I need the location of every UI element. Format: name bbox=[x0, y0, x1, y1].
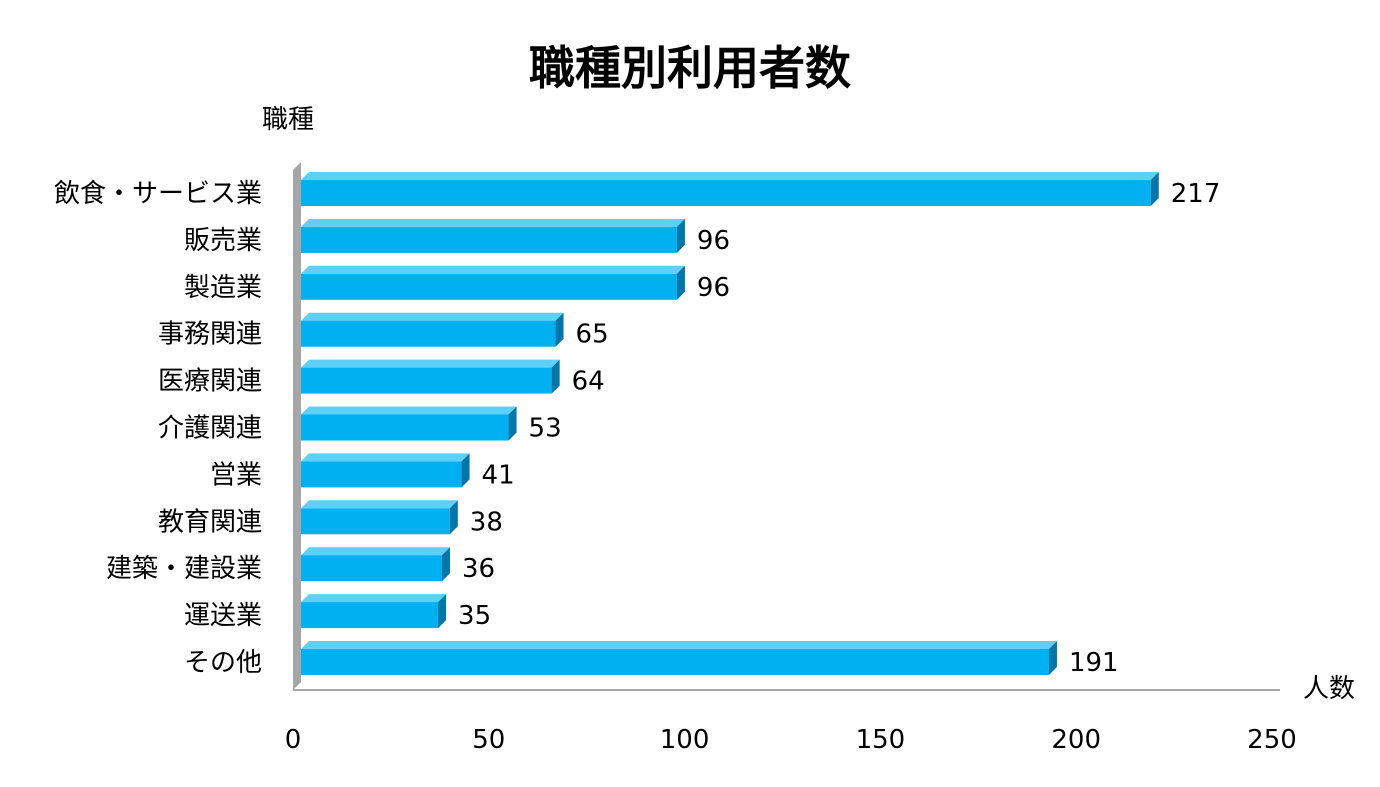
x-tick-label: 200 bbox=[1051, 725, 1101, 755]
x-tick-label: 100 bbox=[660, 725, 710, 755]
bar-front-face bbox=[301, 320, 556, 347]
category-label: 事務関連 bbox=[158, 320, 262, 350]
category-label: 営業 bbox=[210, 460, 262, 490]
data-label: 96 bbox=[697, 226, 730, 256]
bar-top-face bbox=[301, 218, 685, 227]
bar-end-face bbox=[555, 312, 564, 347]
bars-group bbox=[301, 172, 1159, 675]
bar-end-face bbox=[676, 218, 685, 253]
bar-2 bbox=[301, 218, 685, 253]
category-label: 建築・建設業 bbox=[106, 554, 262, 584]
category-label: 飲食・サービス業 bbox=[54, 179, 262, 209]
data-label: 53 bbox=[529, 414, 562, 444]
bar-end-face bbox=[449, 500, 458, 535]
bar-11 bbox=[301, 641, 1057, 675]
bar-6 bbox=[301, 406, 517, 441]
bar-end-face bbox=[461, 453, 470, 488]
bar-end-face bbox=[551, 359, 560, 394]
category-label: 販売業 bbox=[184, 226, 262, 256]
bar-end-face bbox=[438, 594, 447, 629]
category-label: その他 bbox=[184, 648, 262, 678]
bar-front-face bbox=[301, 555, 442, 582]
bar-top-face bbox=[301, 594, 447, 603]
data-label: 217 bbox=[1171, 179, 1221, 209]
bar-front-face bbox=[301, 367, 552, 394]
x-tick-label: 50 bbox=[472, 725, 505, 755]
data-label: 35 bbox=[458, 601, 491, 631]
bar-front-face bbox=[301, 273, 677, 300]
data-label: 36 bbox=[462, 554, 495, 584]
x-axis-title: 人数 bbox=[1303, 674, 1355, 704]
bar-9 bbox=[301, 547, 450, 582]
category-labels: 飲食・サービス業販売業製造業事務関連医療関連介護関連営業教育関連建築・建設業運送… bbox=[54, 179, 262, 678]
data-label: 38 bbox=[470, 507, 503, 537]
bar-top-face bbox=[301, 265, 685, 274]
bar-end-face bbox=[1048, 641, 1057, 675]
bar-front-face bbox=[301, 180, 1151, 206]
bar-front-face bbox=[301, 649, 1049, 675]
x-tick-label: 150 bbox=[856, 725, 906, 755]
bar-3 bbox=[301, 265, 685, 300]
bar-front-face bbox=[301, 508, 450, 535]
category-label: 介護関連 bbox=[158, 414, 262, 444]
y-axis-wall bbox=[293, 162, 301, 690]
x-tick-label: 250 bbox=[1247, 725, 1297, 755]
bar-front-face bbox=[301, 461, 462, 488]
data-labels: 217 96 96 65 64 53 41 38 36 35 191 bbox=[458, 179, 1220, 678]
category-label: 製造業 bbox=[184, 273, 262, 303]
bar-8 bbox=[301, 500, 458, 535]
category-label: 医療関連 bbox=[158, 367, 262, 397]
bar-end-face bbox=[1150, 172, 1159, 206]
bar-front-face bbox=[301, 414, 509, 441]
x-tick-labels: 0 50 100 150 200 250 bbox=[285, 725, 1297, 755]
data-label: 64 bbox=[572, 367, 605, 397]
bar-1 bbox=[301, 172, 1159, 206]
chart-axes bbox=[293, 162, 1280, 691]
bar-top-face bbox=[301, 312, 564, 321]
bar-top-face bbox=[301, 359, 560, 368]
bar-front-face bbox=[301, 226, 677, 253]
data-label: 41 bbox=[482, 460, 515, 490]
bar-top-face bbox=[301, 453, 470, 462]
bar-end-face bbox=[676, 265, 685, 300]
bar-top-face bbox=[301, 172, 1159, 180]
bar-top-face bbox=[301, 641, 1057, 649]
x-tick-label: 0 bbox=[285, 725, 302, 755]
bar-4 bbox=[301, 312, 564, 347]
data-label: 191 bbox=[1069, 648, 1119, 678]
bar-5 bbox=[301, 359, 560, 394]
y-axis-title: 職種 bbox=[262, 105, 314, 135]
category-label: 教育関連 bbox=[158, 507, 262, 537]
data-label: 65 bbox=[576, 320, 609, 350]
data-label: 96 bbox=[697, 273, 730, 303]
bar-top-face bbox=[301, 406, 517, 415]
bar-end-face bbox=[441, 547, 450, 582]
bar-7 bbox=[301, 453, 470, 488]
bar-top-face bbox=[301, 547, 450, 556]
category-label: 運送業 bbox=[184, 601, 262, 631]
bar-front-face bbox=[301, 602, 439, 629]
bar-end-face bbox=[508, 406, 517, 441]
bar-top-face bbox=[301, 500, 458, 509]
bar-10 bbox=[301, 594, 447, 629]
chart-title: 職種別利用者数 bbox=[529, 41, 851, 95]
